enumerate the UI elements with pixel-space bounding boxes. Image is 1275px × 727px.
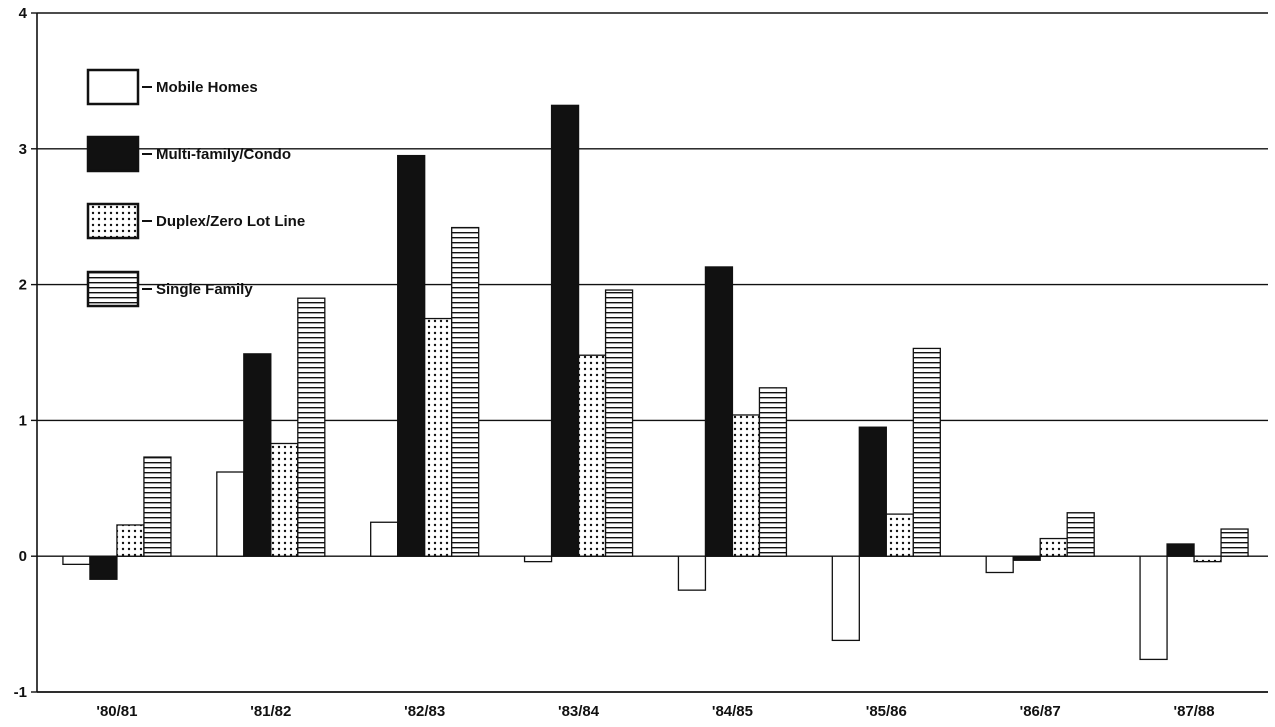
axes	[31, 12, 1268, 693]
bar-solid	[858, 426, 887, 557]
bar-dotted	[116, 524, 145, 557]
bar-empty	[370, 521, 399, 557]
gridlines	[37, 12, 1268, 693]
legend-item: Single Family	[86, 270, 253, 308]
x-tick-label: '80/81	[96, 703, 137, 720]
legend: Mobile Homes Multi-family/Condo Duplex/Zer…	[86, 68, 305, 308]
bar-solid	[704, 266, 734, 557]
x-tick-label: '82/83	[404, 703, 445, 720]
x-tick-label: '83/84	[558, 703, 600, 720]
y-tick-label: 2	[19, 277, 27, 294]
bar-horizontal-lines	[1220, 528, 1249, 557]
legend-swatch	[86, 135, 140, 173]
x-tick-label: '86/87	[1020, 703, 1061, 720]
bar-horizontal-lines	[604, 289, 634, 557]
x-tick-label: '85/86	[866, 703, 907, 720]
legend-label: Mobile Homes	[156, 79, 258, 96]
bar-solid	[1166, 543, 1195, 557]
bar-empty	[523, 555, 553, 563]
legend-label: Single Family	[156, 281, 253, 298]
legend-item: Duplex/Zero Lot Line	[86, 202, 305, 240]
bar-dotted	[424, 317, 453, 557]
legend-label: Multi-family/Condo	[156, 146, 291, 163]
x-tick-label: '84/85	[712, 703, 753, 720]
legend-label: Duplex/Zero Lot Line	[156, 213, 305, 230]
bar-solid	[550, 104, 580, 557]
bar-empty	[985, 555, 1014, 574]
bar-dotted	[885, 513, 914, 557]
bar-dotted	[731, 414, 761, 557]
bar-dotted	[270, 442, 299, 557]
bar-solid	[397, 154, 426, 557]
legend-swatch	[86, 270, 140, 308]
y-tick-label: 0	[19, 548, 27, 565]
bar-empty	[62, 555, 91, 565]
bar-dotted	[577, 354, 607, 557]
bar-horizontal-lines	[912, 347, 941, 557]
legend-swatch	[86, 68, 140, 106]
x-tick-label: '87/88	[1174, 703, 1215, 720]
y-tick-label: 4	[19, 5, 28, 22]
y-tick-label: 1	[19, 412, 27, 429]
tick-labels: -1 0 1 2 3 4 '80/81 '81/82 '82/83 '83/84 '84/85 '85…	[14, 5, 1215, 720]
bar-horizontal-lines	[143, 456, 172, 557]
y-tick-label: 3	[19, 141, 27, 158]
bar-solid	[1012, 555, 1041, 561]
bar-empty	[216, 471, 245, 557]
bar-solid	[243, 353, 272, 557]
bar-solid	[89, 555, 118, 580]
bar-empty	[677, 555, 707, 591]
x-tick-label: '81/82	[250, 703, 291, 720]
y-tick-label: -1	[14, 684, 27, 701]
legend-swatch	[86, 202, 140, 240]
legend-item: Mobile Homes	[86, 68, 258, 106]
bar-horizontal-lines	[1066, 512, 1095, 557]
bar-horizontal-lines	[758, 387, 788, 557]
bar-empty	[831, 555, 860, 642]
bar-horizontal-lines	[451, 226, 480, 557]
bar-empty	[1139, 555, 1168, 661]
bar-horizontal-lines	[297, 297, 326, 557]
bars	[62, 104, 1249, 661]
legend-item: Multi-family/Condo	[86, 135, 291, 173]
bar-dotted	[1039, 537, 1068, 557]
bar-dotted	[1193, 555, 1222, 563]
